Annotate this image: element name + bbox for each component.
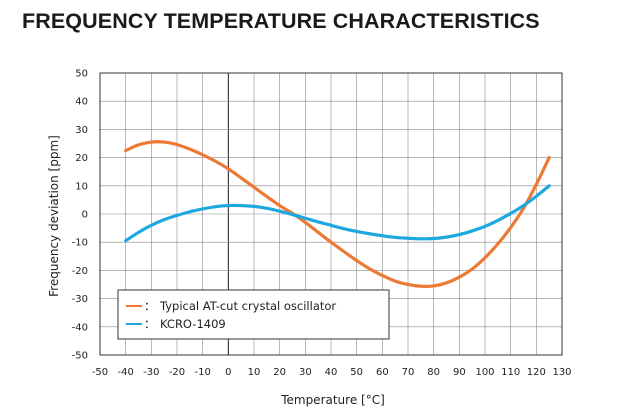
series-line-kcro-1409 [124, 184, 551, 243]
y-tick-label: 10 [75, 181, 88, 192]
x-tick-label: 10 [248, 367, 261, 378]
x-tick-label: -30 [143, 367, 159, 378]
y-tick-label: 20 [75, 153, 88, 164]
y-tick-label: 40 [75, 97, 88, 108]
x-tick-label: -20 [169, 367, 185, 378]
x-tick-label: 40 [325, 367, 338, 378]
x-tick-label: 120 [527, 367, 546, 378]
x-tick-label: -40 [117, 367, 133, 378]
x-tick-label: -50 [92, 367, 108, 378]
y-tick-label: -30 [72, 294, 88, 305]
chart-title: FREQUENCY TEMPERATURE CHARACTERISTICS [22, 9, 540, 33]
y-tick-label: -10 [72, 238, 88, 249]
x-tick-label: 20 [273, 367, 286, 378]
y-tick-label: -20 [72, 266, 88, 277]
x-tick-label: 90 [453, 367, 466, 378]
y-tick-label: 50 [75, 69, 88, 80]
x-tick-label: 130 [552, 367, 571, 378]
x-tick-label: -10 [194, 367, 210, 378]
y-tick-label: 0 [82, 210, 88, 221]
x-axis-label: Temperature [°C] [280, 393, 385, 407]
x-tick-label: 50 [350, 367, 363, 378]
legend-label-at-cut: Typical AT-cut crystal oscillator [159, 299, 336, 313]
series-layer [124, 140, 551, 288]
y-tick-label: -50 [72, 351, 88, 362]
legend-label-kcro-1409: KCRO-1409 [160, 317, 226, 331]
legend-separator-at-cut: ： [144, 299, 156, 313]
x-tick-label: 0 [225, 367, 231, 378]
x-tick-label: 60 [376, 367, 389, 378]
x-tick-labels: -50 -40 -30 -20 -10 0 10 20 30 40 50 60 70 80 90 100 110… [92, 367, 572, 378]
series-line-at-cut [124, 140, 551, 288]
plot-frame [99, 72, 563, 356]
y-tick-label: -40 [72, 322, 88, 333]
x-tick-label: 30 [299, 367, 312, 378]
y-tick-label: 30 [75, 125, 88, 136]
legend-separator-kcro-1409: ： [144, 317, 156, 331]
y-axis-label: Frequency deviation [ppm] [47, 135, 61, 297]
legend: ： Typical AT-cut crystal oscillator ： KC… [117, 289, 390, 340]
legend-box [117, 289, 390, 340]
x-tick-label: 100 [475, 367, 494, 378]
x-tick-label: 110 [501, 367, 520, 378]
x-tick-label: 70 [402, 367, 415, 378]
y-tick-labels: 50 40 30 20 10 0 -10 -20 -30 -40 -50 [72, 69, 88, 362]
x-tick-label: 80 [427, 367, 440, 378]
plot-frame-rect [99, 72, 563, 356]
